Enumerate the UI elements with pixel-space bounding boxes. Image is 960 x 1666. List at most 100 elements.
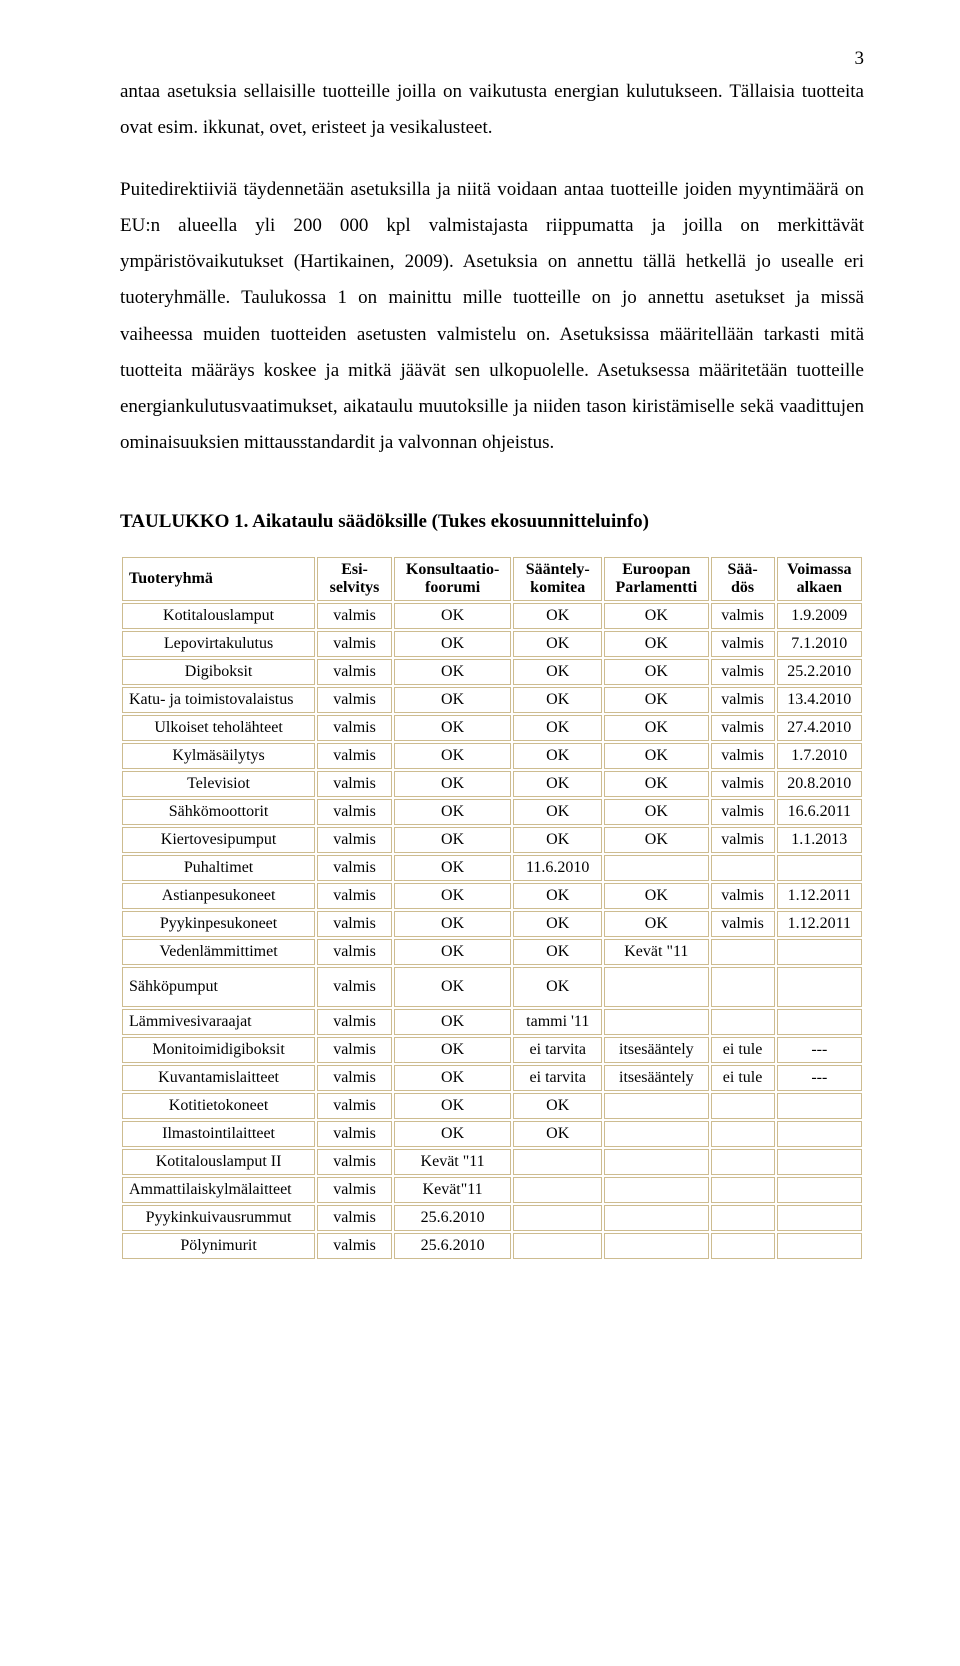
table-cell: valmis xyxy=(317,603,392,629)
table-cell: valmis xyxy=(317,911,392,937)
table-header-cell: Voimassaalkaen xyxy=(777,557,862,601)
table-cell: valmis xyxy=(317,715,392,741)
table-cell: valmis xyxy=(317,771,392,797)
table-cell: 1.1.2013 xyxy=(777,827,862,853)
table-cell: OK xyxy=(513,743,602,769)
table-head: TuoteryhmäEsi-selvitysKonsultaatio-fooru… xyxy=(122,557,862,601)
table-cell: valmis xyxy=(317,743,392,769)
table-cell: valmis xyxy=(711,603,775,629)
table-cell: Sähköpumput xyxy=(122,967,315,1007)
table-cell: 27.4.2010 xyxy=(777,715,862,741)
table-cell: OK xyxy=(513,799,602,825)
table-cell: 1.9.2009 xyxy=(777,603,862,629)
table-cell: itsesääntely xyxy=(604,1037,708,1063)
table-cell: Ammattilaiskylmälaitteet xyxy=(122,1177,315,1203)
table-header-cell: Esi-selvitys xyxy=(317,557,392,601)
table-cell: OK xyxy=(513,603,602,629)
table-cell: Astianpesukoneet xyxy=(122,883,315,909)
table-row: DigiboksitvalmisOKOKOKvalmis25.2.2010 xyxy=(122,659,862,685)
table-cell xyxy=(711,855,775,881)
table-cell xyxy=(777,855,862,881)
table-cell: Katu- ja toimistovalaistus xyxy=(122,687,315,713)
table-row: Kotitalouslamput IIvalmisKevät "11 xyxy=(122,1149,862,1175)
table-cell: OK xyxy=(604,687,708,713)
table-cell xyxy=(711,1177,775,1203)
table-cell: Digiboksit xyxy=(122,659,315,685)
table-row: SähkömoottoritvalmisOKOKOKvalmis16.6.201… xyxy=(122,799,862,825)
table-cell: valmis xyxy=(317,883,392,909)
table-cell: valmis xyxy=(317,827,392,853)
table-cell: OK xyxy=(394,939,511,965)
table-cell: valmis xyxy=(317,1121,392,1147)
table-cell xyxy=(604,1093,708,1119)
table-cell: OK xyxy=(604,771,708,797)
table-cell: OK xyxy=(513,827,602,853)
table-cell: 1.12.2011 xyxy=(777,883,862,909)
table-row: KylmäsäilytysvalmisOKOKOKvalmis1.7.2010 xyxy=(122,743,862,769)
table-cell: valmis xyxy=(711,883,775,909)
table-cell: valmis xyxy=(711,659,775,685)
table-cell xyxy=(604,1233,708,1259)
table-cell: ei tule xyxy=(711,1037,775,1063)
table-cell: valmis xyxy=(317,967,392,1007)
table-cell: ei tarvita xyxy=(513,1065,602,1091)
table-cell: OK xyxy=(394,1065,511,1091)
table-row: LepovirtakulutusvalmisOKOKOKvalmis7.1.20… xyxy=(122,631,862,657)
table-row: KiertovesipumputvalmisOKOKOKvalmis1.1.20… xyxy=(122,827,862,853)
table-cell: valmis xyxy=(711,687,775,713)
table-cell: Lämmivesivaraajat xyxy=(122,1009,315,1035)
table-cell: valmis xyxy=(317,1009,392,1035)
table-cell: valmis xyxy=(317,1037,392,1063)
table-cell: Lepovirtakulutus xyxy=(122,631,315,657)
table-cell: OK xyxy=(513,911,602,937)
table-cell: 25.6.2010 xyxy=(394,1233,511,1259)
table-cell: --- xyxy=(777,1037,862,1063)
table-cell: OK xyxy=(394,967,511,1007)
table-row: LämmivesivaraajatvalmisOKtammi '11 xyxy=(122,1009,862,1035)
table-cell: OK xyxy=(513,883,602,909)
table-cell: OK xyxy=(394,715,511,741)
table-cell: OK xyxy=(394,855,511,881)
table-cell: 25.2.2010 xyxy=(777,659,862,685)
table-cell: valmis xyxy=(317,1149,392,1175)
table-cell: valmis xyxy=(317,1233,392,1259)
table-row: AmmattilaiskylmälaitteetvalmisKevät"11 xyxy=(122,1177,862,1203)
table-cell xyxy=(777,1177,862,1203)
table-cell xyxy=(711,967,775,1007)
table-cell: 25.6.2010 xyxy=(394,1205,511,1231)
table-cell: Kevät "11 xyxy=(394,1149,511,1175)
table-cell: OK xyxy=(394,743,511,769)
table-cell: Sähkömoottorit xyxy=(122,799,315,825)
table-row: AstianpesukoneetvalmisOKOKOKvalmis1.12.2… xyxy=(122,883,862,909)
table-cell: OK xyxy=(394,771,511,797)
table-cell: valmis xyxy=(317,939,392,965)
table-cell: ei tarvita xyxy=(513,1037,602,1063)
table-cell xyxy=(777,1233,862,1259)
table-cell: OK xyxy=(513,939,602,965)
table-cell: Kuvantamislaitteet xyxy=(122,1065,315,1091)
table-cell: valmis xyxy=(317,1065,392,1091)
table-cell: OK xyxy=(604,827,708,853)
table-cell: OK xyxy=(513,659,602,685)
table-cell xyxy=(711,1121,775,1147)
table-cell: valmis xyxy=(711,911,775,937)
table-cell xyxy=(711,939,775,965)
table-cell: valmis xyxy=(317,687,392,713)
table-row: Katu- ja toimistovalaistusvalmisOKOKOKva… xyxy=(122,687,862,713)
table-cell xyxy=(777,1205,862,1231)
table-cell: Pölynimurit xyxy=(122,1233,315,1259)
table-cell: Kiertovesipumput xyxy=(122,827,315,853)
table-cell: OK xyxy=(394,1093,511,1119)
table-cell: OK xyxy=(604,715,708,741)
table-cell: tammi '11 xyxy=(513,1009,602,1035)
table-header-row: TuoteryhmäEsi-selvitysKonsultaatio-fooru… xyxy=(122,557,862,601)
table-cell: OK xyxy=(394,911,511,937)
table-cell xyxy=(513,1177,602,1203)
table-header-cell: Sää-dös xyxy=(711,557,775,601)
table-cell: Vedenlämmittimet xyxy=(122,939,315,965)
table-cell: OK xyxy=(394,1037,511,1063)
table-cell: OK xyxy=(513,967,602,1007)
table-cell: 16.6.2011 xyxy=(777,799,862,825)
table-cell: Ilmastointilaitteet xyxy=(122,1121,315,1147)
table-cell: OK xyxy=(394,687,511,713)
